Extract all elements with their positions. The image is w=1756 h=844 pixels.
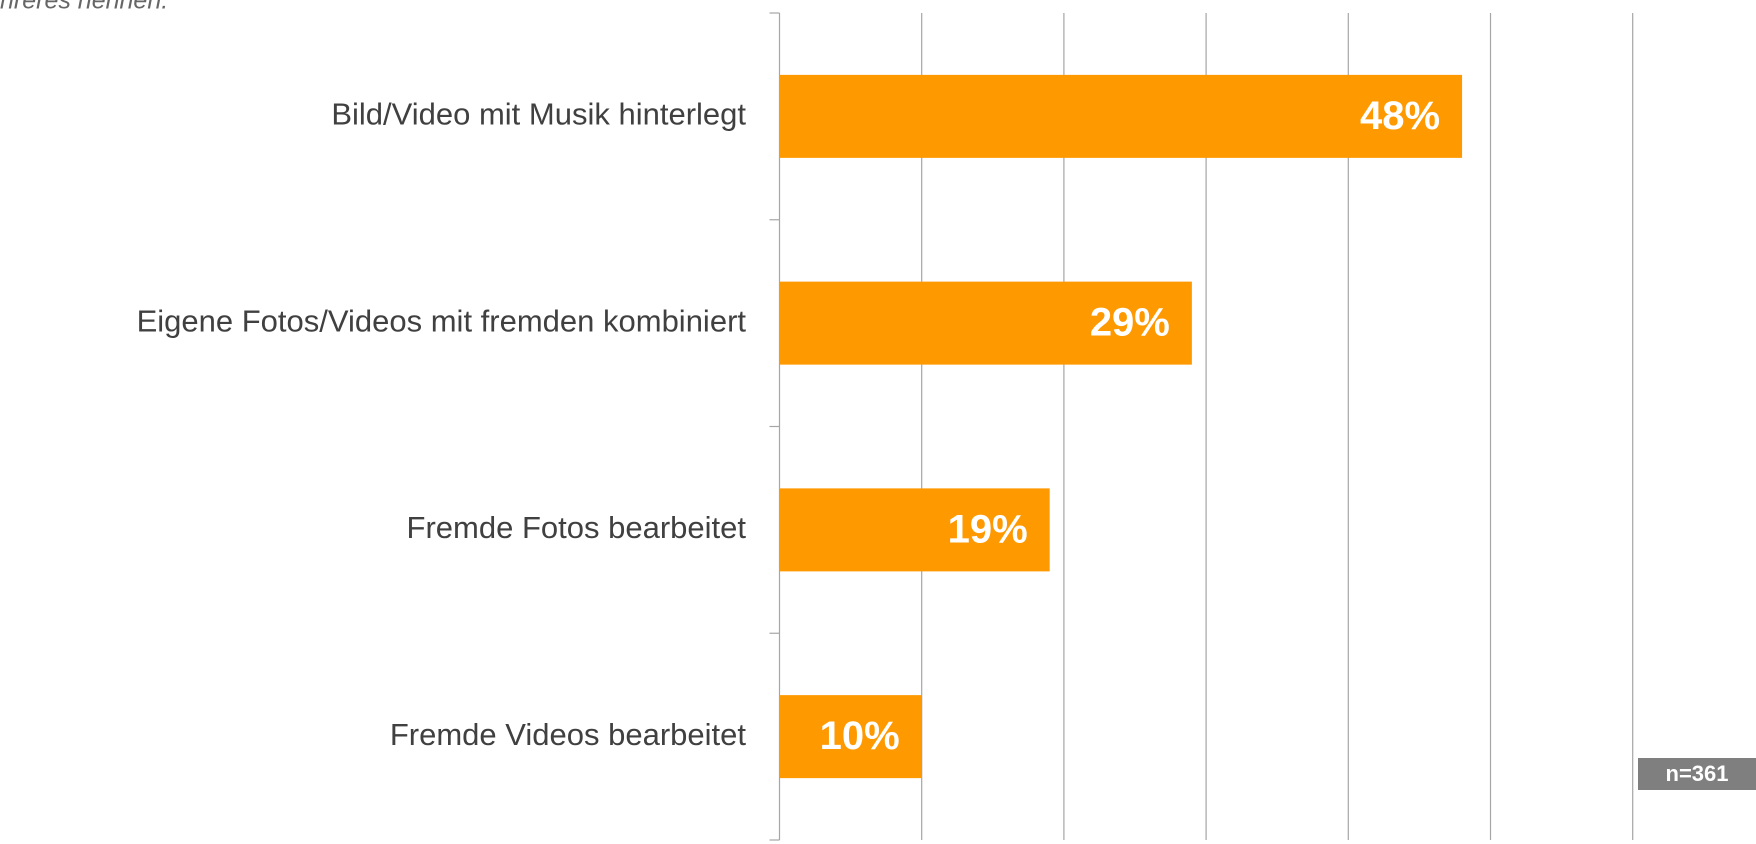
data-label: 29% — [1090, 301, 1170, 345]
bar — [779, 281, 1192, 365]
y-tick-label: Eigene Fotos/Videos mit fremden kombinie… — [137, 303, 747, 338]
y-tick-label: Fremde Videos bearbeitet — [390, 717, 747, 752]
y-tick-label: Bild/Video mit Musik hinterlegt — [331, 97, 746, 132]
y-tick-label: Fremde Fotos bearbeitet — [407, 510, 747, 545]
annotation-box — [1638, 758, 1756, 790]
subtitle: hreres nennen. — [0, 0, 168, 15]
bar — [779, 695, 922, 779]
data-label: 19% — [948, 507, 1028, 551]
bar — [779, 488, 1050, 572]
data-label: 10% — [820, 714, 900, 758]
data-label: 48% — [1360, 94, 1440, 138]
annotation: n=361 — [1666, 761, 1729, 786]
bar — [779, 74, 1463, 158]
